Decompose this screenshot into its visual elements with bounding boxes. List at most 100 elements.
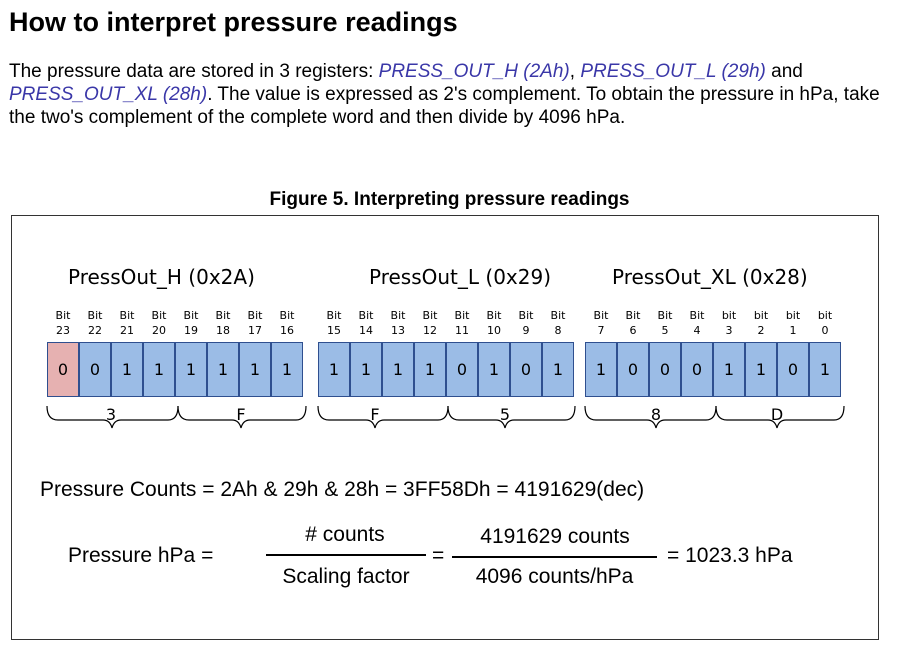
- bit-cell-14: 1: [350, 342, 382, 397]
- bit-label-number: 12: [423, 324, 437, 337]
- figure-caption: Figure 5. Interpreting pressure readings: [269, 189, 630, 210]
- bit-label-4: Bit 4: [682, 308, 712, 338]
- fraction-2-denominator: 4096 counts/hPa: [475, 565, 634, 588]
- bit-label-word: Bit: [183, 309, 199, 322]
- nibble-digit-2: F: [236, 405, 246, 424]
- bit-label-word: Bit: [593, 309, 609, 322]
- bit-label-2: bit 2: [746, 308, 776, 338]
- bit-label-word: bit: [721, 309, 737, 322]
- bit-label-14: Bit 14: [351, 308, 381, 338]
- bit-label-16: Bit 16: [272, 308, 302, 338]
- fraction-1-numerator: # counts: [305, 523, 385, 546]
- bit-label-number: 2: [757, 324, 765, 337]
- bit-label-word: Bit: [625, 309, 641, 322]
- bit-cell-0: 1: [809, 342, 841, 397]
- nibble-digit-1: 3: [105, 405, 117, 424]
- bit-label-9: Bit 9: [511, 308, 541, 338]
- bit-cell-10: 1: [478, 342, 510, 397]
- bit-cell-16: 1: [271, 342, 303, 397]
- press-out-l-link[interactable]: PRESS_OUT_L (29h): [580, 61, 766, 82]
- bit-label-word: Bit: [486, 309, 502, 322]
- bit-cell-11: 0: [446, 342, 478, 397]
- bit-label-17: Bit 17: [240, 308, 270, 338]
- brace-nibble-6: [715, 405, 845, 429]
- bit-label-12: Bit 12: [415, 308, 445, 338]
- press-out-h-link[interactable]: PRESS_OUT_H (2Ah): [378, 61, 570, 82]
- equals-sign: =: [432, 544, 445, 567]
- bit-cell-12: 1: [414, 342, 446, 397]
- bit-label-word: Bit: [151, 309, 167, 322]
- bit-label-10: Bit 10: [479, 308, 509, 338]
- bit-label-number: 18: [216, 324, 230, 337]
- bit-cell-15: 1: [318, 342, 350, 397]
- intro-text-4: . The value is expressed as 2's compleme…: [9, 84, 880, 128]
- brace-nibble-1: [46, 405, 179, 429]
- register-title-h: PressOut_H (0x2A): [68, 265, 255, 289]
- bit-label-word: Bit: [326, 309, 342, 322]
- bit-label-number: 4: [693, 324, 701, 337]
- bit-label-word: Bit: [215, 309, 231, 322]
- fraction-2-bar: [452, 556, 657, 558]
- equation-label: Pressure hPa =: [68, 544, 214, 567]
- bit-label-number: 9: [522, 324, 530, 337]
- bit-label-13: Bit 13: [383, 308, 413, 338]
- fraction-2-numerator: 4191629 counts: [480, 525, 630, 548]
- bit-label-number: 22: [88, 324, 102, 337]
- bit-label-word: Bit: [87, 309, 103, 322]
- bit-label-22: Bit 22: [80, 308, 110, 338]
- bit-label-3: bit 3: [714, 308, 744, 338]
- bit-label-number: 5: [661, 324, 669, 337]
- fraction-1-denominator: Scaling factor: [282, 565, 410, 588]
- bit-label-word: Bit: [454, 309, 470, 322]
- bit-cell-18: 1: [207, 342, 239, 397]
- bit-cell-5: 0: [649, 342, 681, 397]
- nibble-digit-5: 8: [650, 405, 662, 424]
- brace-nibble-2: [177, 405, 307, 429]
- bit-label-15: Bit 15: [319, 308, 349, 338]
- bit-cell-21: 1: [111, 342, 143, 397]
- bit-label-20: Bit 20: [144, 308, 174, 338]
- nibble-digit-3: F: [370, 405, 380, 424]
- bit-label-word: Bit: [119, 309, 135, 322]
- bit-label-word: Bit: [518, 309, 534, 322]
- nibble-digit-6: D: [770, 405, 784, 424]
- page-heading: How to interpret pressure readings: [9, 7, 458, 37]
- bit-label-number: 21: [120, 324, 134, 337]
- bit-label-18: Bit 18: [208, 308, 238, 338]
- bit-label-word: bit: [817, 309, 833, 322]
- bit-label-number: 3: [725, 324, 733, 337]
- bit-label-word: bit: [785, 309, 801, 322]
- bit-cell-4: 0: [681, 342, 713, 397]
- equation-result: = 1023.3 hPa: [667, 544, 793, 567]
- press-out-xl-link[interactable]: PRESS_OUT_XL (28h): [9, 84, 208, 105]
- bit-label-number: 14: [359, 324, 373, 337]
- brace-nibble-5: [584, 405, 717, 429]
- register-title-l: PressOut_L (0x29): [369, 265, 552, 289]
- bit-cell-7: 1: [585, 342, 617, 397]
- bit-label-word: Bit: [657, 309, 673, 322]
- bit-label-8: Bit 8: [543, 308, 573, 338]
- bit-label-7: Bit 7: [586, 308, 616, 338]
- bit-cell-1: 0: [777, 342, 809, 397]
- bit-label-0: bit 0: [810, 308, 840, 338]
- bit-label-word: Bit: [689, 309, 705, 322]
- brace-nibble-4: [447, 405, 576, 429]
- bit-label-number: 16: [280, 324, 294, 337]
- bit-label-number: 7: [597, 324, 605, 337]
- bit-label-word: bit: [753, 309, 769, 322]
- bit-label-23: Bit 23: [48, 308, 78, 338]
- register-title-xl: PressOut_XL (0x28): [612, 265, 808, 289]
- intro-text-1: The pressure data are stored in 3 regist…: [9, 61, 379, 82]
- bit-label-number: 0: [821, 324, 829, 337]
- bit-label-word: Bit: [422, 309, 438, 322]
- bit-label-number: 6: [629, 324, 637, 337]
- bit-label-word: Bit: [247, 309, 263, 322]
- bit-label-6: Bit 6: [618, 308, 648, 338]
- bit-label-11: Bit 11: [447, 308, 477, 338]
- bit-cell-17: 1: [239, 342, 271, 397]
- intro-paragraph: The pressure data are stored in 3 regist…: [9, 60, 889, 129]
- bit-label-number: 11: [455, 324, 469, 337]
- bit-cell-2: 1: [745, 342, 777, 397]
- bit-label-number: 10: [487, 324, 501, 337]
